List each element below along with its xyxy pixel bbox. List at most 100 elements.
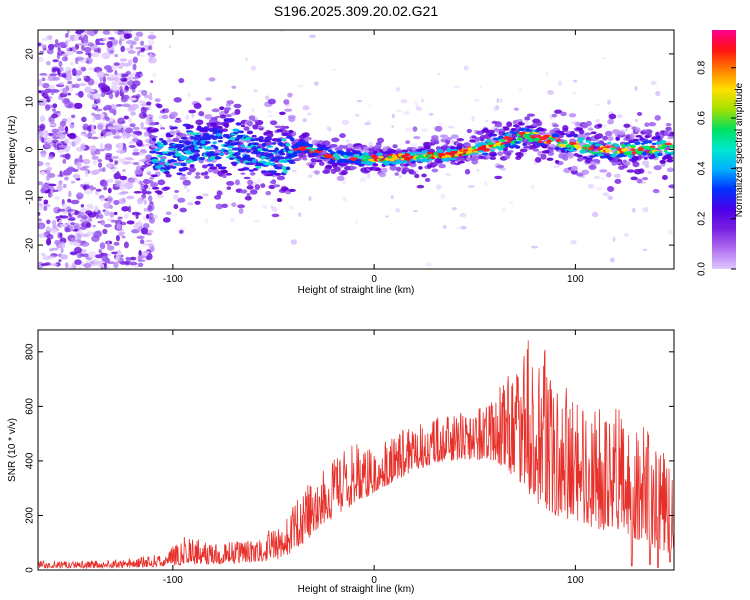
ridge-core <box>288 161 296 165</box>
ridge-core <box>507 150 514 153</box>
noise-blob <box>82 158 91 165</box>
ridge-halo <box>412 126 418 132</box>
ridge-halo <box>378 171 387 178</box>
ridge-core <box>225 172 233 176</box>
faint-blob <box>558 80 562 87</box>
noise-blob <box>98 82 107 89</box>
ridge-core <box>647 140 653 144</box>
ridge-halo <box>599 169 608 173</box>
ridge-halo <box>644 122 650 128</box>
ridge-core <box>194 134 202 138</box>
noise-blob <box>137 262 144 268</box>
snr-y-label: SNR (10 * v/v) <box>7 418 18 482</box>
ridge-core <box>218 129 223 133</box>
noise-blob <box>80 132 86 137</box>
faint-blob <box>253 219 261 223</box>
noise-blob <box>106 245 115 251</box>
ridge-halo <box>623 123 631 128</box>
ridge-halo <box>283 99 290 105</box>
snr-panel: -100 0 100 0 200 400 600 800 Height of straigh… <box>7 329 675 595</box>
ridge-core <box>287 150 294 154</box>
noise-blob <box>77 161 82 168</box>
ridge-core <box>219 166 227 169</box>
ridge-halo <box>665 126 672 131</box>
faint-blob <box>601 124 607 129</box>
ridge-core <box>436 149 444 153</box>
noise-blob <box>134 168 143 175</box>
ridge-core <box>274 147 279 152</box>
x-tick-label: -100 <box>163 575 183 586</box>
ridge-core <box>554 146 560 151</box>
noise-blob <box>95 230 102 235</box>
noise-blob <box>126 195 135 200</box>
ridge-halo <box>519 148 528 153</box>
noise-blob <box>49 263 59 267</box>
noise-blob <box>98 214 104 219</box>
noise-blob <box>123 213 129 219</box>
ridge-core <box>448 157 457 161</box>
faint-blob <box>359 177 367 182</box>
faint-blob <box>395 208 400 213</box>
noise-blob <box>72 229 78 232</box>
ridge-core <box>616 161 622 165</box>
ridge-core <box>523 146 530 149</box>
faint-blob <box>183 186 187 189</box>
x-tick-label: 0 <box>371 274 377 285</box>
ridge-core <box>174 149 179 153</box>
noise-blob <box>115 131 120 135</box>
ridge-core <box>214 115 221 119</box>
noise-blob <box>46 48 54 55</box>
noise-blob <box>44 88 53 94</box>
ridge-halo <box>456 137 464 142</box>
ridge-core <box>180 162 187 167</box>
noise-blob <box>102 37 109 42</box>
noise-blob <box>132 63 137 71</box>
ridge-core <box>285 166 291 171</box>
noise-blob <box>65 117 72 125</box>
ridge-core <box>163 141 168 146</box>
noise-blob <box>104 155 112 161</box>
colorbar-tick-label: 0.6 <box>697 111 708 125</box>
colorbar-tick-label: 0.8 <box>697 60 708 74</box>
noise-blob <box>72 46 77 53</box>
ridge-core <box>161 140 167 143</box>
noise-blob <box>81 253 90 258</box>
noise-blob <box>65 47 70 51</box>
noise-blob <box>147 205 153 211</box>
ridge-core <box>266 173 274 177</box>
ridge-halo <box>434 125 443 132</box>
ridge-core <box>418 165 423 170</box>
ridge-core <box>594 143 602 147</box>
faint-blob <box>173 194 179 200</box>
ridge-core <box>251 142 260 146</box>
noise-blob <box>124 182 134 190</box>
faint-blob <box>632 207 636 213</box>
ridge-halo <box>243 126 250 131</box>
noise-blob <box>129 256 137 261</box>
faint-blob <box>496 98 500 104</box>
ridge-core <box>541 150 550 154</box>
noise-blob <box>85 210 93 216</box>
faint-blob <box>471 116 475 122</box>
ridge-halo <box>212 168 220 174</box>
ridge-core <box>152 137 157 142</box>
faint-blob <box>484 180 488 186</box>
noise-blob <box>114 160 119 165</box>
faint-blob <box>406 110 410 115</box>
ridge-halo <box>630 176 638 181</box>
ridge-core <box>226 186 232 190</box>
faint-blob <box>191 113 195 118</box>
noise-blob <box>111 81 120 86</box>
noise-blob <box>133 36 140 42</box>
faint-blob <box>667 229 674 235</box>
noise-blob <box>38 205 43 211</box>
noise-blob <box>146 243 153 246</box>
ridge-core <box>274 172 282 176</box>
noise-blob <box>145 255 150 261</box>
noise-blob <box>49 41 54 44</box>
ridge-halo <box>198 111 205 117</box>
noise-blob <box>68 265 73 269</box>
noise-blob <box>61 203 68 210</box>
noise-blob <box>75 192 84 200</box>
noise-blob <box>115 93 119 98</box>
